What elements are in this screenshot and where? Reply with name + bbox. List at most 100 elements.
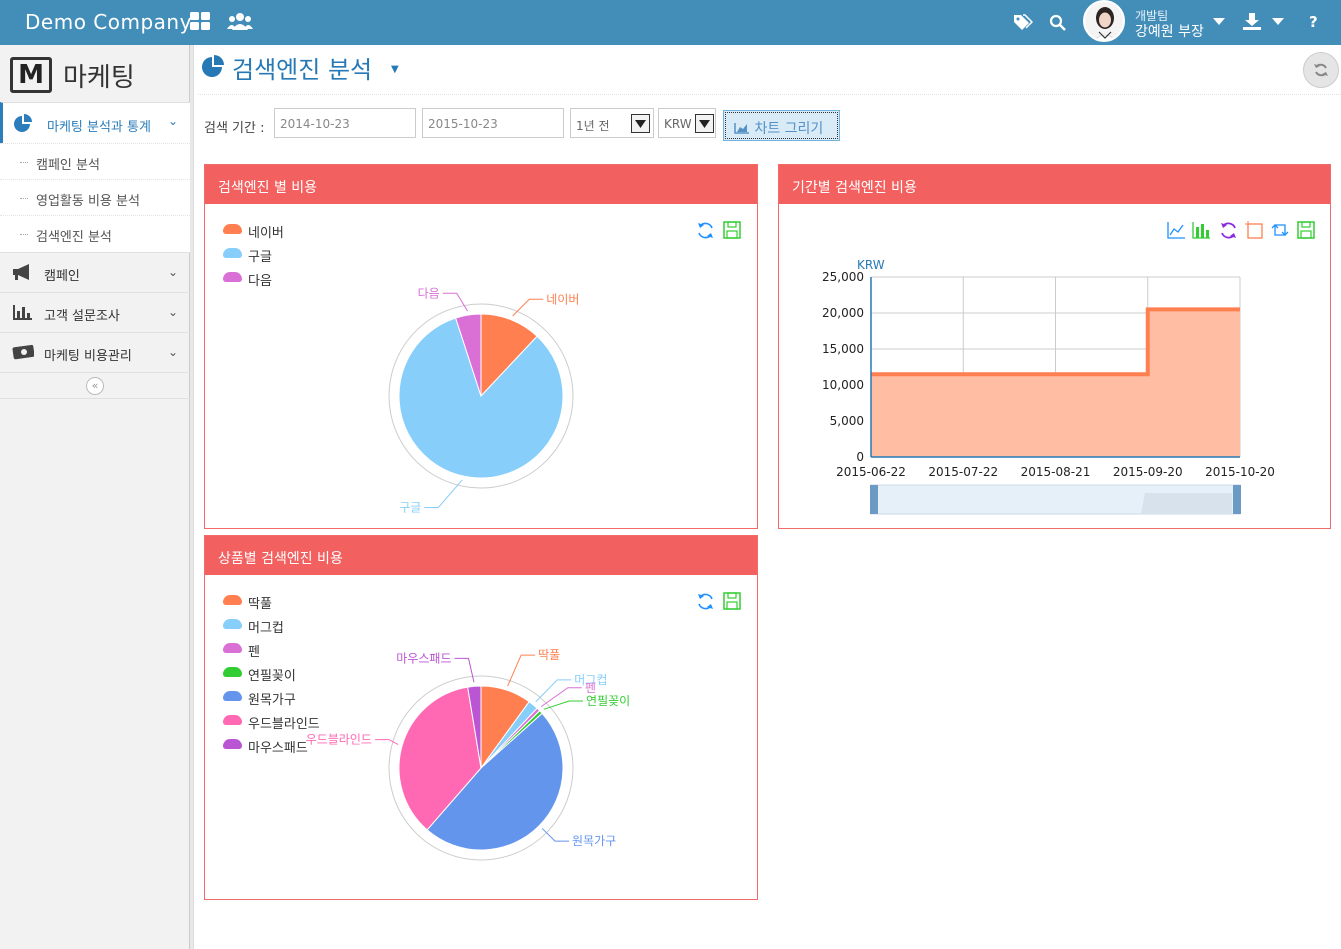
users-icon[interactable] bbox=[227, 12, 253, 32]
pie-slice-1[interactable] bbox=[398, 317, 564, 479]
pie-label-line bbox=[374, 739, 399, 745]
pie-label: 우드블라인드 bbox=[306, 733, 372, 747]
tree-dot bbox=[20, 198, 28, 199]
pie-label-line bbox=[512, 298, 544, 317]
tree-dot bbox=[20, 234, 28, 235]
x-tick-label: 2015-08-21 bbox=[1021, 465, 1091, 479]
sidebar-item-marketing-analytics[interactable]: 마케팅 분석과 통계 ⌄ bbox=[0, 102, 190, 143]
sidebar-item-survey[interactable]: 고객 설문조사 ⌄ bbox=[0, 292, 190, 332]
bar-chart-toggle-icon[interactable] bbox=[1192, 221, 1210, 239]
panel-product-cost: 상품별 검색엔진 비용 딱풀 머그컵 펜 연필꽂이 원목가구 우드블라인드 마우스패드 딱풀… bbox=[204, 535, 758, 900]
zoom-select-icon[interactable] bbox=[1245, 221, 1263, 239]
slider-handle-right[interactable] bbox=[1233, 485, 1241, 514]
legend-item-0[interactable]: 딱풀 bbox=[223, 593, 272, 612]
date-from-input[interactable]: 2014-10-23 bbox=[274, 108, 416, 138]
legend-label: 우드블라인드 bbox=[248, 717, 320, 732]
pie-label: 마우스패드 bbox=[396, 651, 451, 665]
page-refresh-button[interactable] bbox=[1303, 52, 1339, 88]
panel-engine-cost: 검색엔진 별 비용 네이버 구글 다음 네이버 구글 다음 bbox=[204, 164, 758, 529]
period-area-chart: 25,000 20,000 15,000 10,000 5,000 02015-06-22… bbox=[822, 258, 1275, 515]
legend-swatch bbox=[223, 691, 242, 701]
download-caret-icon[interactable] bbox=[1272, 18, 1284, 26]
legend-label: 네이버 bbox=[248, 226, 284, 241]
sidebar: M 마케팅 마케팅 분석과 통계 ⌄ 캠페인 분석 영업활동 비용 분석 검색엔… bbox=[0, 45, 190, 949]
draw-chart-label: 차트 그리기 bbox=[754, 121, 824, 137]
pie-chart-icon bbox=[14, 114, 32, 132]
brand-name[interactable]: Demo Company bbox=[25, 10, 192, 34]
refresh-icon bbox=[1314, 63, 1328, 77]
user-name[interactable]: 강예원 부장 bbox=[1135, 24, 1204, 40]
pie-label-line bbox=[541, 828, 569, 842]
sidebar-divider bbox=[0, 398, 190, 399]
page-title[interactable]: 검색엔진 분석 bbox=[232, 56, 373, 84]
legend-label: 구글 bbox=[248, 250, 272, 265]
dropdown-arrow-icon bbox=[631, 114, 650, 133]
download-icon[interactable] bbox=[1243, 13, 1261, 31]
legend-label: 마우스패드 bbox=[248, 741, 308, 756]
bullhorn-icon bbox=[13, 264, 29, 280]
slider-preview bbox=[1141, 493, 1232, 514]
legend-item-4[interactable]: 원목가구 bbox=[223, 689, 296, 708]
sub-item-campaign-analysis[interactable]: 캠페인 분석 bbox=[0, 143, 190, 179]
x-tick-label: 2015-07-22 bbox=[928, 465, 998, 479]
app-logo: M bbox=[10, 57, 52, 93]
legend-item-1[interactable]: 머그컵 bbox=[223, 617, 284, 636]
legend-item-google[interactable]: 구글 bbox=[223, 246, 272, 265]
currency-select-value: KRW bbox=[664, 117, 692, 131]
sub-item-search-engine-analysis[interactable]: 검색엔진 분석 bbox=[0, 215, 190, 252]
pie-slice-2[interactable] bbox=[455, 313, 482, 397]
legend-item-daum[interactable]: 다음 bbox=[223, 270, 272, 289]
pie-label: 딱풀 bbox=[538, 648, 560, 662]
date-to-input[interactable]: 2015-10-23 bbox=[422, 108, 564, 138]
pie-slice-5[interactable] bbox=[398, 686, 482, 831]
legend-item-5[interactable]: 우드블라인드 bbox=[223, 713, 320, 732]
app-logo-text: 마케팅 bbox=[63, 63, 135, 93]
legend-item-6[interactable]: 마우스패드 bbox=[223, 737, 308, 756]
help-icon[interactable]: ? bbox=[1309, 13, 1318, 31]
sidebar-edge bbox=[190, 45, 194, 949]
sidebar-item-campaign[interactable]: 캠페인 ⌄ bbox=[0, 252, 190, 292]
dropdown-arrow-icon bbox=[695, 114, 714, 133]
page-pie-icon bbox=[202, 55, 224, 77]
restore-icon[interactable] bbox=[696, 592, 714, 610]
user-menu-caret-icon[interactable] bbox=[1213, 18, 1225, 26]
sidebar-collapse-button[interactable]: « bbox=[86, 377, 104, 395]
y-axis-label: KRW bbox=[857, 258, 885, 272]
legend-item-3[interactable]: 연필꽂이 bbox=[223, 665, 296, 684]
legend-swatch bbox=[223, 224, 242, 234]
apps-grid-icon[interactable] bbox=[190, 12, 212, 32]
currency-select[interactable]: KRW bbox=[658, 108, 716, 138]
period-select[interactable]: 1년 전 bbox=[570, 108, 654, 138]
legend-label: 원목가구 bbox=[248, 693, 296, 708]
slider-handle-left[interactable] bbox=[870, 485, 878, 514]
save-image-icon[interactable] bbox=[723, 221, 741, 239]
draw-chart-button[interactable]: 차트 그리기 bbox=[723, 110, 840, 141]
zoom-reset-icon[interactable] bbox=[1271, 221, 1289, 239]
y-tick-label: 20,000 bbox=[822, 306, 864, 320]
x-tick-label: 2015-10-20 bbox=[1205, 465, 1275, 479]
line-chart-toggle-icon[interactable] bbox=[1167, 221, 1185, 239]
save-image-icon[interactable] bbox=[1297, 221, 1315, 239]
legend-item-naver[interactable]: 네이버 bbox=[223, 222, 284, 241]
tags-icon[interactable] bbox=[1013, 14, 1033, 30]
chevron-down-icon: ⌄ bbox=[167, 345, 178, 359]
user-avatar[interactable] bbox=[1083, 0, 1125, 42]
legend-swatch bbox=[223, 739, 242, 749]
series-line[interactable] bbox=[871, 307, 1240, 377]
legend-item-2[interactable]: 펜 bbox=[223, 641, 260, 660]
restore-icon[interactable] bbox=[1219, 221, 1237, 239]
pie-slice-0[interactable] bbox=[480, 313, 538, 398]
title-caret-icon[interactable]: ▼ bbox=[391, 64, 399, 75]
sidebar-item-label: 고객 설문조사 bbox=[44, 309, 120, 324]
legend-swatch bbox=[223, 667, 242, 677]
pie-slice-6[interactable] bbox=[467, 685, 482, 769]
sub-item-sales-cost-analysis[interactable]: 영업활동 비용 분석 bbox=[0, 179, 190, 215]
search-icon[interactable] bbox=[1049, 14, 1067, 32]
sidebar-item-cost-management[interactable]: 마케팅 비용관리 ⌄ bbox=[0, 332, 190, 372]
tree-dot bbox=[20, 162, 28, 163]
save-image-icon[interactable] bbox=[723, 592, 741, 610]
restore-icon[interactable] bbox=[696, 221, 714, 239]
header-divider bbox=[198, 94, 1341, 95]
pie-slice-4[interactable] bbox=[426, 712, 564, 851]
